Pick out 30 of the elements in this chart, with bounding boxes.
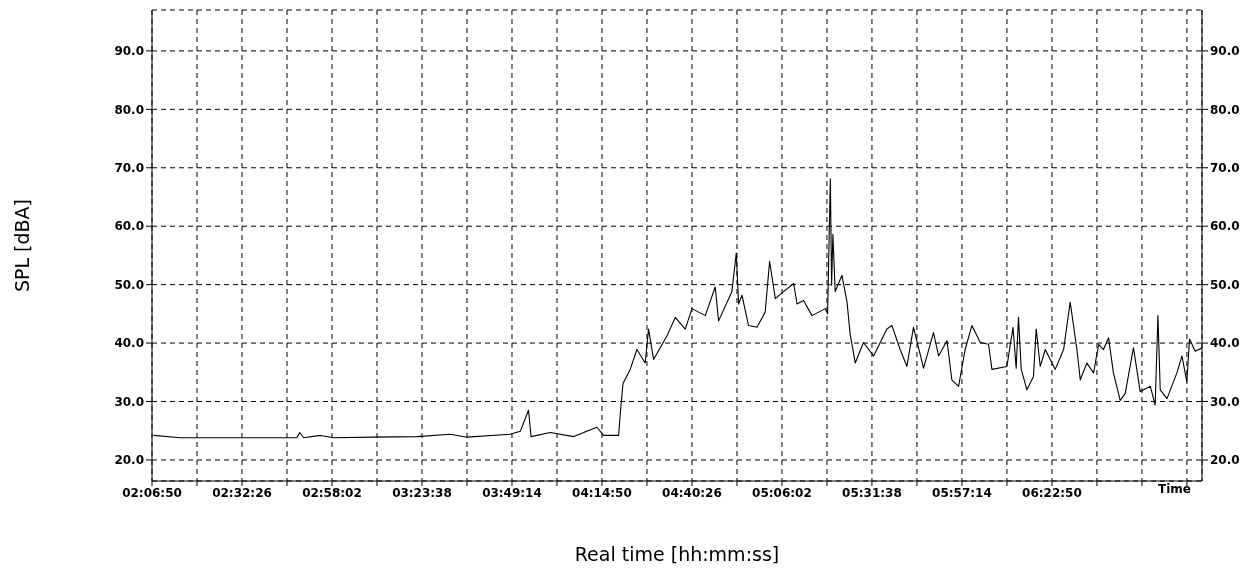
x-tick-label: 03:23:38: [392, 485, 452, 500]
x-tick-label: 02:58:02: [302, 485, 362, 500]
y2-tick-label: 90.0: [1210, 44, 1240, 59]
y-tick-label: 50.0: [114, 277, 144, 292]
y2-tick-label: 80.0: [1210, 102, 1240, 117]
y-tick-label: 80.0: [114, 102, 144, 117]
text: Time: [1158, 482, 1191, 496]
y2-tick-label: 40.0: [1210, 336, 1240, 351]
x-tick-label: 05:31:38: [842, 485, 902, 500]
x-tick-label: 02:32:26: [212, 485, 272, 500]
y-tick-label: 70.0: [114, 161, 144, 176]
x-axis-title: Real time [hh:mm:ss]: [574, 543, 780, 565]
y2-tick-label: 30.0: [1210, 394, 1240, 409]
x-tick-label: 05:57:14: [932, 485, 992, 500]
x-tick-label: 06:22:50: [1022, 485, 1082, 500]
y2-tick-label: 20.0: [1210, 453, 1240, 468]
y-tick-label: 30.0: [114, 394, 144, 409]
x-tick-label: 04:14:50: [572, 485, 632, 500]
y-tick-label: 90.0: [114, 44, 144, 59]
x-tick-label: 04:40:26: [662, 485, 722, 500]
x-tick-label: 05:06:02: [752, 485, 812, 500]
y2-tick-label: 50.0: [1210, 277, 1240, 292]
y-tick-label: 40.0: [114, 336, 144, 351]
y2-tick-label: 70.0: [1210, 161, 1240, 176]
y2-tick-label: 60.0: [1210, 219, 1240, 234]
y-tick-label: 60.0: [114, 219, 144, 234]
x-tick-label: 02:06:50: [122, 485, 182, 500]
x-tick-label: 03:49:14: [482, 485, 542, 500]
y-tick-label: 20.0: [114, 453, 144, 468]
y-axis-title: SPL [dBA]: [10, 198, 33, 293]
